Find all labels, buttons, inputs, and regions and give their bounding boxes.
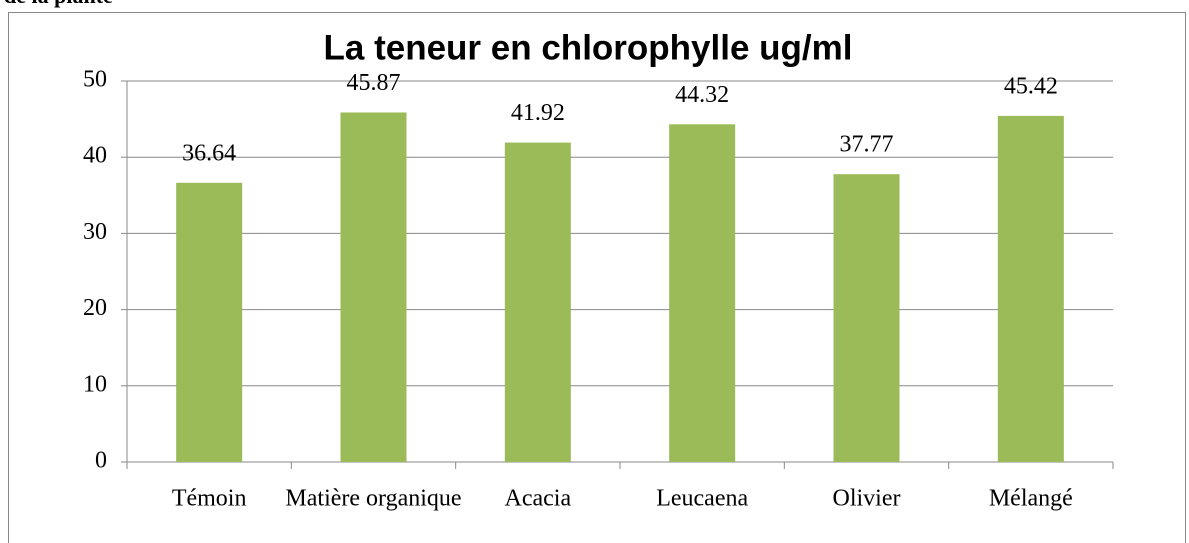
chart-title: La teneur en chlorophylle ug/ml: [324, 28, 853, 67]
bar: [833, 174, 900, 462]
caption: de la plante: [4, 0, 113, 8]
data-label: 41.92: [511, 100, 565, 126]
data-label: 36.64: [182, 140, 236, 166]
data-label: 37.77: [840, 132, 894, 158]
data-label: 44.32: [675, 82, 729, 108]
y-tick-label: 20: [83, 295, 107, 321]
x-tick-label: Mélangé: [989, 486, 1073, 512]
y-tick-label: 0: [95, 448, 107, 474]
x-tick-label: Olivier: [833, 486, 901, 512]
bar: [504, 142, 571, 463]
x-tick-label: Matière organique: [285, 486, 461, 512]
y-tick-label: 50: [83, 67, 107, 93]
x-tick-label: Acacia: [505, 486, 572, 512]
bar: [997, 115, 1064, 462]
x-tick-label: Leucaena: [656, 486, 748, 512]
bar: [340, 112, 407, 463]
bar: [669, 124, 736, 462]
chart-border: [8, 12, 1186, 543]
data-label: 45.42: [1004, 73, 1058, 99]
y-tick-label: 40: [83, 143, 107, 169]
y-tick-label: 10: [83, 371, 107, 397]
data-label: 45.87: [347, 70, 401, 96]
y-tick-label: 30: [83, 219, 107, 245]
bar: [176, 182, 243, 462]
x-tick-label: Témoin: [172, 486, 247, 512]
